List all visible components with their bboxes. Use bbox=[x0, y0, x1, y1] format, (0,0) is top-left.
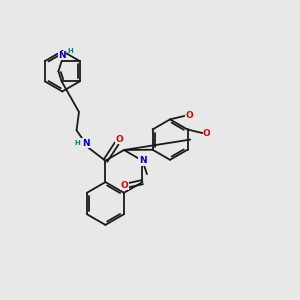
Text: O: O bbox=[185, 111, 193, 120]
Text: N: N bbox=[82, 139, 89, 148]
Text: O: O bbox=[121, 181, 128, 190]
Text: N: N bbox=[139, 156, 146, 165]
Text: O: O bbox=[203, 129, 211, 138]
Text: H: H bbox=[74, 140, 80, 146]
Text: N: N bbox=[58, 51, 66, 60]
Text: O: O bbox=[116, 134, 124, 143]
Text: H: H bbox=[67, 48, 73, 54]
